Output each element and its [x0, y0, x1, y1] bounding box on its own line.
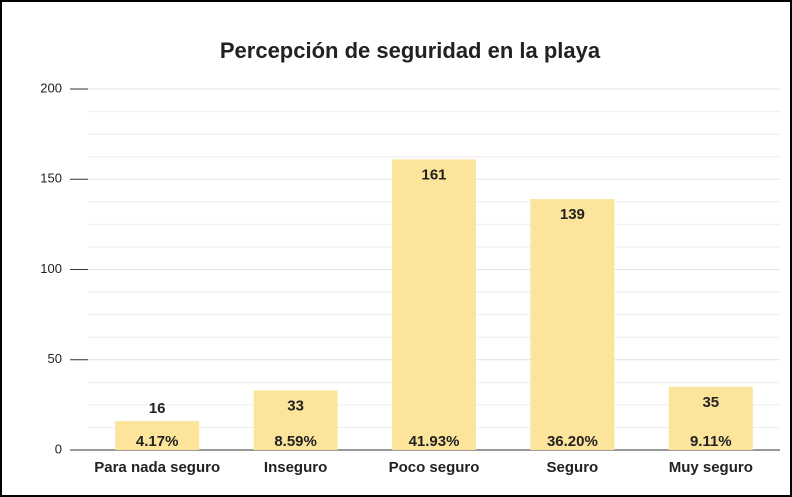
x-tick-label: Poco seguro — [389, 459, 480, 476]
percentage-label: 36.20% — [547, 433, 598, 450]
bar — [392, 159, 476, 450]
bar — [530, 199, 615, 450]
value-label: 35 — [702, 394, 719, 411]
y-tick-label: 150 — [40, 171, 62, 186]
x-tick-label: Seguro — [547, 459, 599, 476]
bar — [668, 386, 753, 450]
value-label: 161 — [421, 166, 446, 183]
x-tick-label: Muy seguro — [669, 459, 753, 476]
bar — [253, 390, 338, 450]
x-tick-label: Para nada seguro — [94, 459, 220, 476]
chart-title: Percepción de seguridad en la playa — [220, 38, 601, 63]
y-tick-label: 50 — [48, 351, 62, 366]
y-tick-label: 100 — [40, 261, 62, 276]
value-label: 139 — [560, 206, 585, 223]
value-label: 16 — [149, 400, 166, 417]
value-label: 33 — [287, 397, 304, 414]
percentage-label: 41.93% — [409, 433, 460, 450]
percentage-label: 9.11% — [690, 433, 732, 450]
bar — [115, 421, 200, 450]
y-tick-label: 200 — [40, 80, 62, 95]
percentage-label: 4.17% — [136, 433, 179, 450]
percentage-label: 8.59% — [274, 433, 317, 450]
x-tick-label: Inseguro — [264, 459, 327, 476]
y-tick-label: 0 — [55, 441, 62, 456]
